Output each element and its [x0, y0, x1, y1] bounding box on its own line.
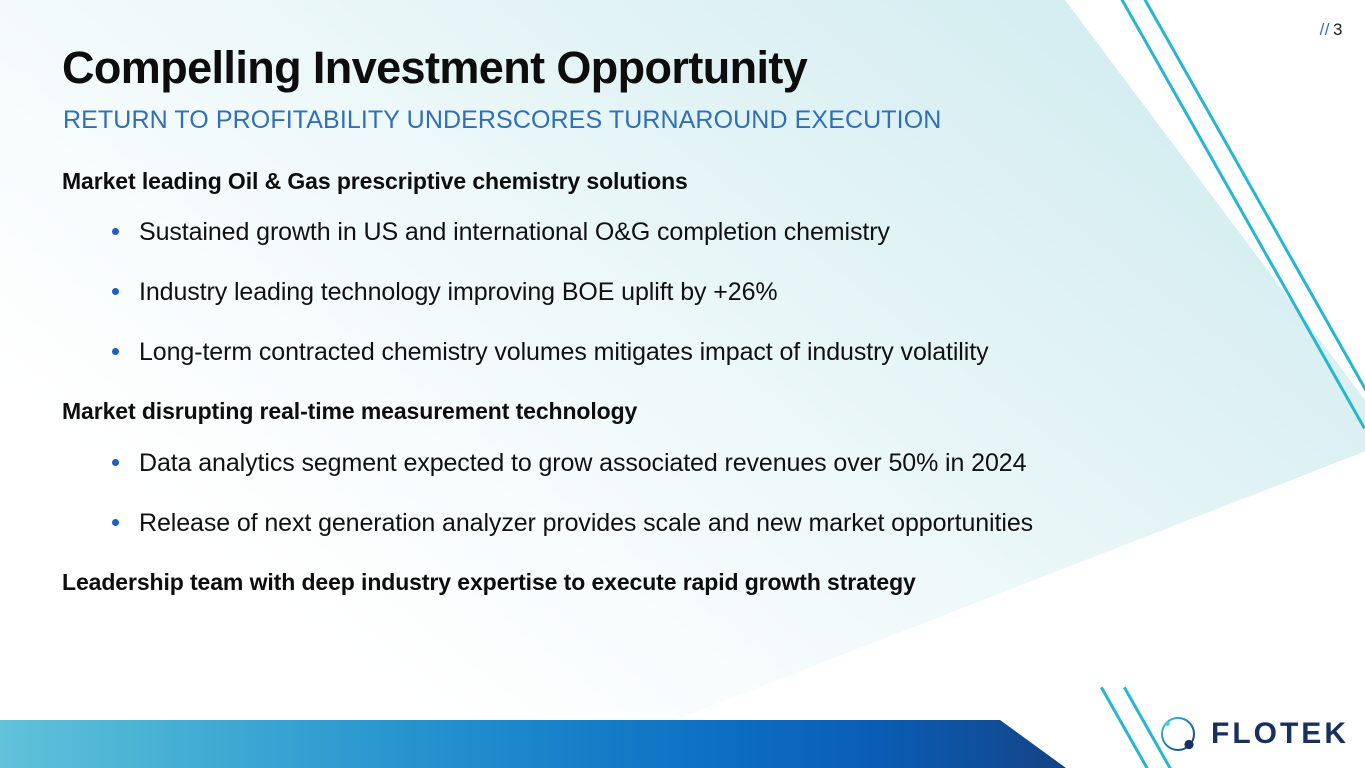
section-heading-1: Market leading Oil & Gas prescriptive ch…: [62, 168, 688, 194]
bullet-text: Industry leading technology improving BO…: [139, 278, 778, 306]
bullet-text: Long-term contracted chemistry volumes m…: [139, 338, 989, 366]
bullet-text: Sustained growth in US and international…: [139, 218, 890, 246]
page-subtitle: RETURN TO PROFITABILITY UNDERSCORES TURN…: [63, 106, 942, 134]
bullet-dot-icon: [112, 519, 119, 526]
section-heading-3: Leadership team with deep industry exper…: [62, 569, 916, 595]
flotek-wordmark: FLOTEK: [1211, 717, 1349, 750]
page-number: 3: [1333, 20, 1343, 39]
list-item: Release of next generation analyzer prov…: [112, 509, 1033, 538]
bullet-text: Release of next generation analyzer prov…: [139, 509, 1034, 537]
list-item: Sustained growth in US and international…: [112, 218, 890, 247]
section-heading-2: Market disrupting real-time measurement …: [62, 398, 638, 424]
list-item: Industry leading technology improving BO…: [112, 278, 778, 307]
brand-logo: FLOTEK: [1156, 712, 1349, 756]
diagonal-line-bottom-outer: [1100, 686, 1155, 768]
footer-gradient-bar: [0, 720, 1066, 768]
bullet-dot-icon: [112, 348, 119, 355]
bullet-dot-icon: [112, 228, 119, 235]
page-marker-slashes: //: [1319, 20, 1331, 39]
page-title: Compelling Investment Opportunity: [62, 42, 808, 93]
bullet-text: Data analytics segment expected to grow …: [139, 449, 1027, 477]
diagonal-line-top-outer: [1117, 0, 1365, 430]
flotek-ring-icon: [1161, 717, 1195, 751]
page-marker: //3: [1320, 20, 1343, 40]
diagonal-line-top-inner: [1140, 0, 1365, 430]
bullet-dot-icon: [112, 288, 119, 295]
list-item: Long-term contracted chemistry volumes m…: [112, 338, 989, 367]
list-item: Data analytics segment expected to grow …: [112, 449, 1026, 478]
corner-white-wedge: [1065, 0, 1365, 400]
bullet-dot-icon: [112, 459, 119, 466]
